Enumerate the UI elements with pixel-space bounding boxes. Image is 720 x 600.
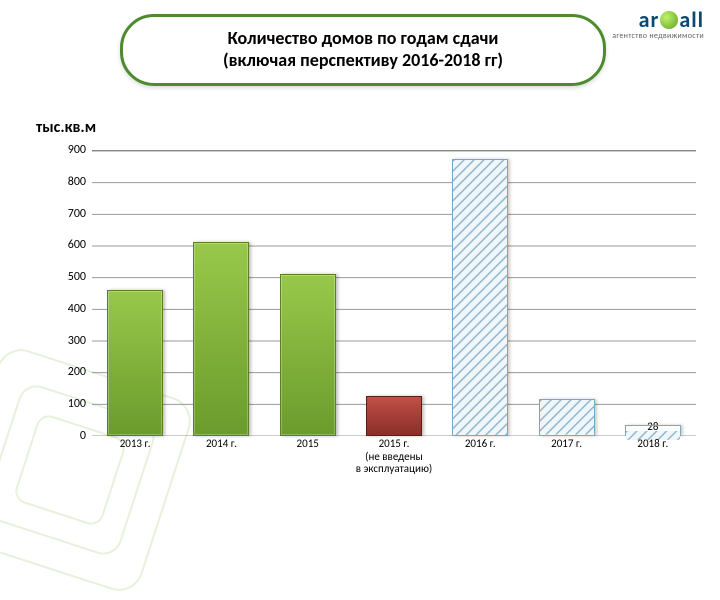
y-tick-label: 600 bbox=[68, 238, 86, 252]
y-tick-label: 500 bbox=[68, 270, 86, 284]
bar-rect bbox=[625, 425, 681, 436]
chart-title-frame: Количество домов по годам сдачи(включая … bbox=[120, 14, 606, 86]
y-axis-label: тыс.кв.м bbox=[36, 118, 96, 137]
y-tick-label: 900 bbox=[68, 143, 86, 157]
y-tick-label: 300 bbox=[68, 334, 86, 348]
x-tick-label: 2018 г. bbox=[607, 438, 699, 451]
x-tick-label: 2016 г. bbox=[434, 438, 526, 451]
y-tick-label: 100 bbox=[68, 397, 86, 411]
y-tick-label: 400 bbox=[68, 302, 86, 316]
x-tick-label: 2014 г. bbox=[175, 438, 267, 451]
logo-subtitle: агентство недвижимости bbox=[612, 31, 704, 41]
y-tick-label: 800 bbox=[68, 175, 86, 189]
bar-rect bbox=[366, 396, 422, 436]
x-tick-label: 2013 г. bbox=[89, 438, 181, 451]
y-tick-label: 0 bbox=[80, 429, 86, 443]
bar-rect bbox=[452, 159, 508, 436]
bar-rect bbox=[539, 399, 595, 436]
x-tick-label: 2017 г. bbox=[521, 438, 613, 451]
x-tick-label: 2015 bbox=[262, 438, 354, 451]
logo-text-left: ar bbox=[639, 6, 660, 33]
bar-chart: 0100200300400500600700800900 45260350512… bbox=[56, 150, 696, 480]
bar-rect bbox=[193, 242, 249, 436]
logo-o-icon bbox=[660, 11, 678, 29]
chart-title: Количество домов по годам сдачи(включая … bbox=[223, 28, 503, 72]
y-tick-label: 700 bbox=[68, 207, 86, 221]
bar-rect bbox=[280, 274, 336, 436]
x-tick-label: 2015 г.(не введеныв эксплуатацию) bbox=[348, 438, 440, 476]
bar-rect bbox=[107, 290, 163, 436]
y-tick-label: 200 bbox=[68, 365, 86, 379]
logo-text-right: all bbox=[679, 6, 704, 33]
brand-logo: ar all агентство недвижимости bbox=[612, 6, 704, 41]
